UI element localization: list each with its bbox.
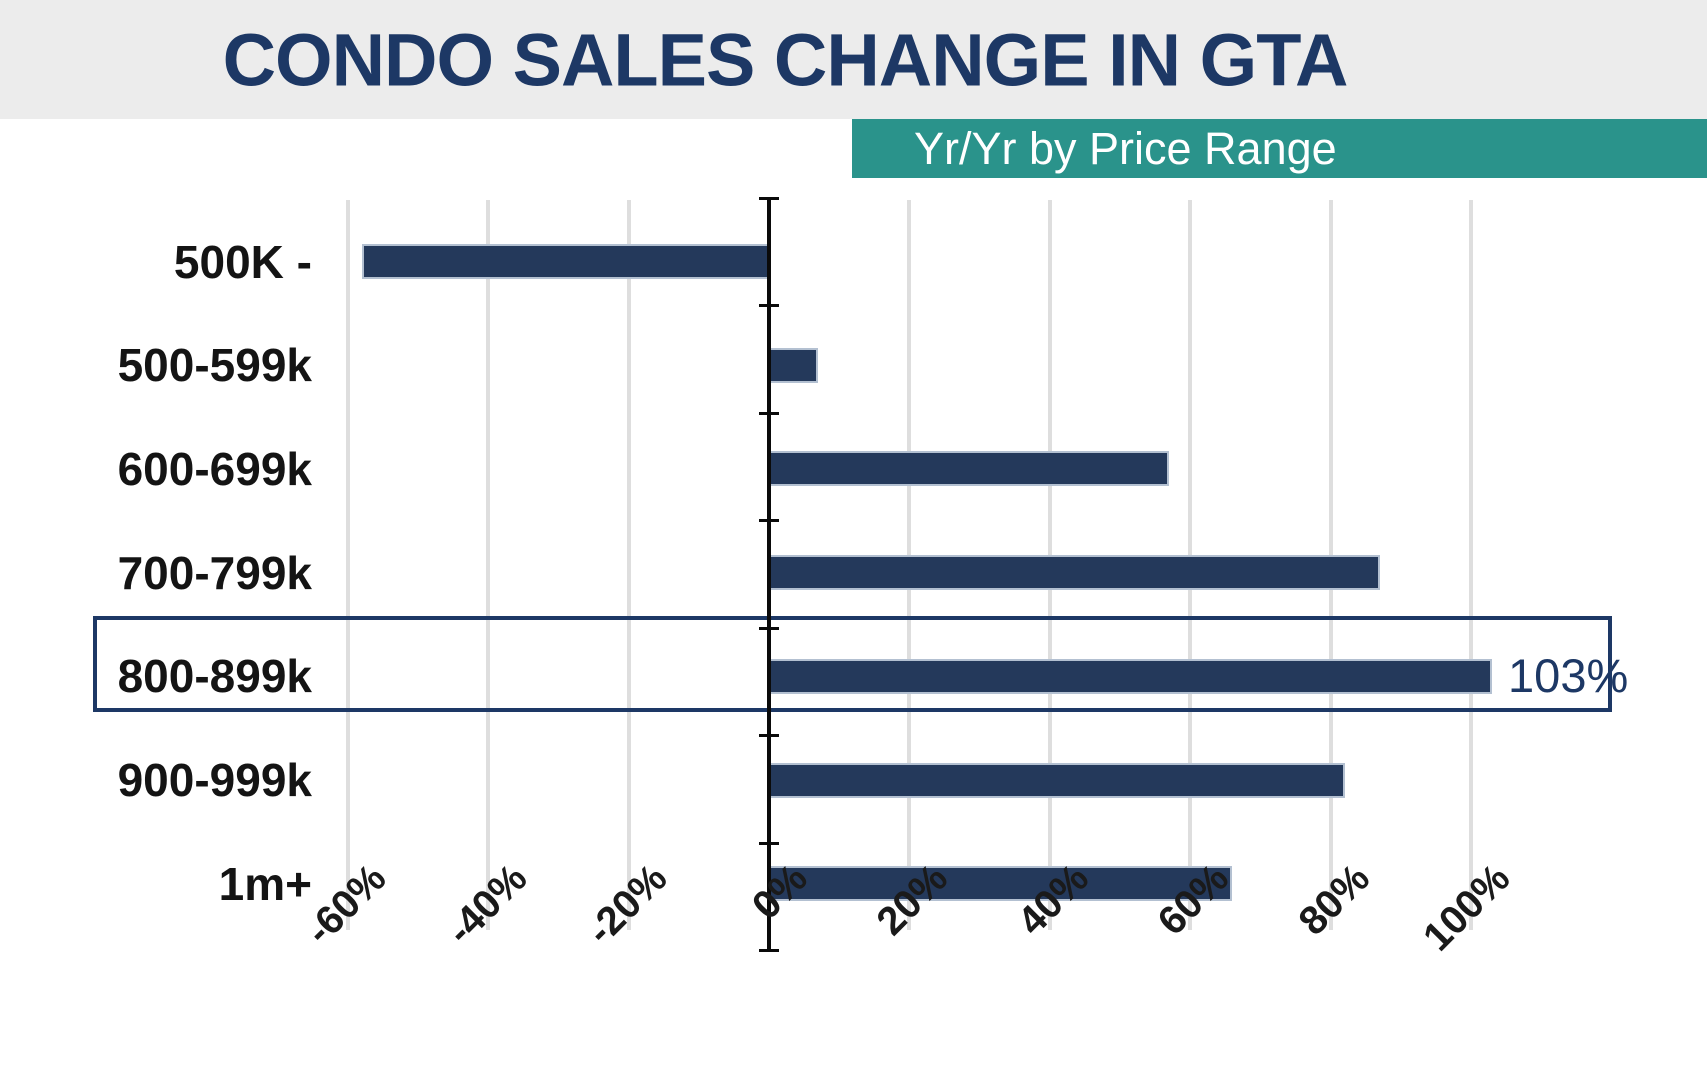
category-label-500K-: 500K -	[173, 235, 312, 288]
axis-tick-mark	[759, 519, 779, 523]
axis-tick-mark	[759, 841, 779, 845]
bar-500K-	[361, 244, 769, 279]
axis-tick-mark	[759, 734, 779, 738]
gridline--60pct	[345, 200, 350, 930]
axis-tick-mark	[759, 949, 779, 952]
subtitle: Yr/Yr by Price Range	[914, 122, 1337, 174]
bar-600-699k	[769, 451, 1170, 487]
category-label-900-999k: 900-999k	[117, 754, 312, 806]
axis-tick-mark	[759, 197, 779, 200]
category-label-1m+: 1m+	[218, 857, 312, 910]
highlight-box-800-899k	[93, 615, 1612, 712]
data-label-103%: 103%	[1508, 649, 1629, 703]
gridline--40pct	[486, 200, 491, 930]
page-title: CONDO SALES CHANGE IN GTA	[222, 18, 1349, 101]
bar-chart: 500K - 500-599k 600-699k 700-799k 800-899k 90…	[0, 178, 1707, 1067]
header-band: CONDO SALES CHANGE IN GTA	[0, 0, 1707, 119]
gridline-100pct	[1469, 200, 1473, 930]
x-tick-label-80pct: 80%	[1289, 856, 1378, 944]
category-label-500-599k: 500-599k	[117, 339, 312, 392]
category-label-600-699k: 600-699k	[117, 442, 312, 495]
bar-700-799k	[769, 555, 1380, 591]
bar-1m+	[769, 866, 1233, 902]
subtitle-banner: Yr/Yr by Price Range	[852, 119, 1707, 178]
category-label-700-799k: 700-799k	[117, 546, 312, 599]
gridline--20pct	[626, 200, 631, 930]
bar-800-899k	[769, 658, 1493, 694]
x-tick-label-100pct: 100%	[1414, 856, 1519, 960]
category-label-800-899k: 800-899k	[117, 650, 312, 703]
x-axis-zero-line	[767, 198, 771, 950]
axis-tick-mark	[759, 411, 779, 415]
axis-tick-mark	[759, 304, 779, 308]
axis-tick-mark	[759, 626, 779, 630]
bar-500-599k	[769, 347, 819, 383]
bar-900-999k	[769, 762, 1345, 798]
